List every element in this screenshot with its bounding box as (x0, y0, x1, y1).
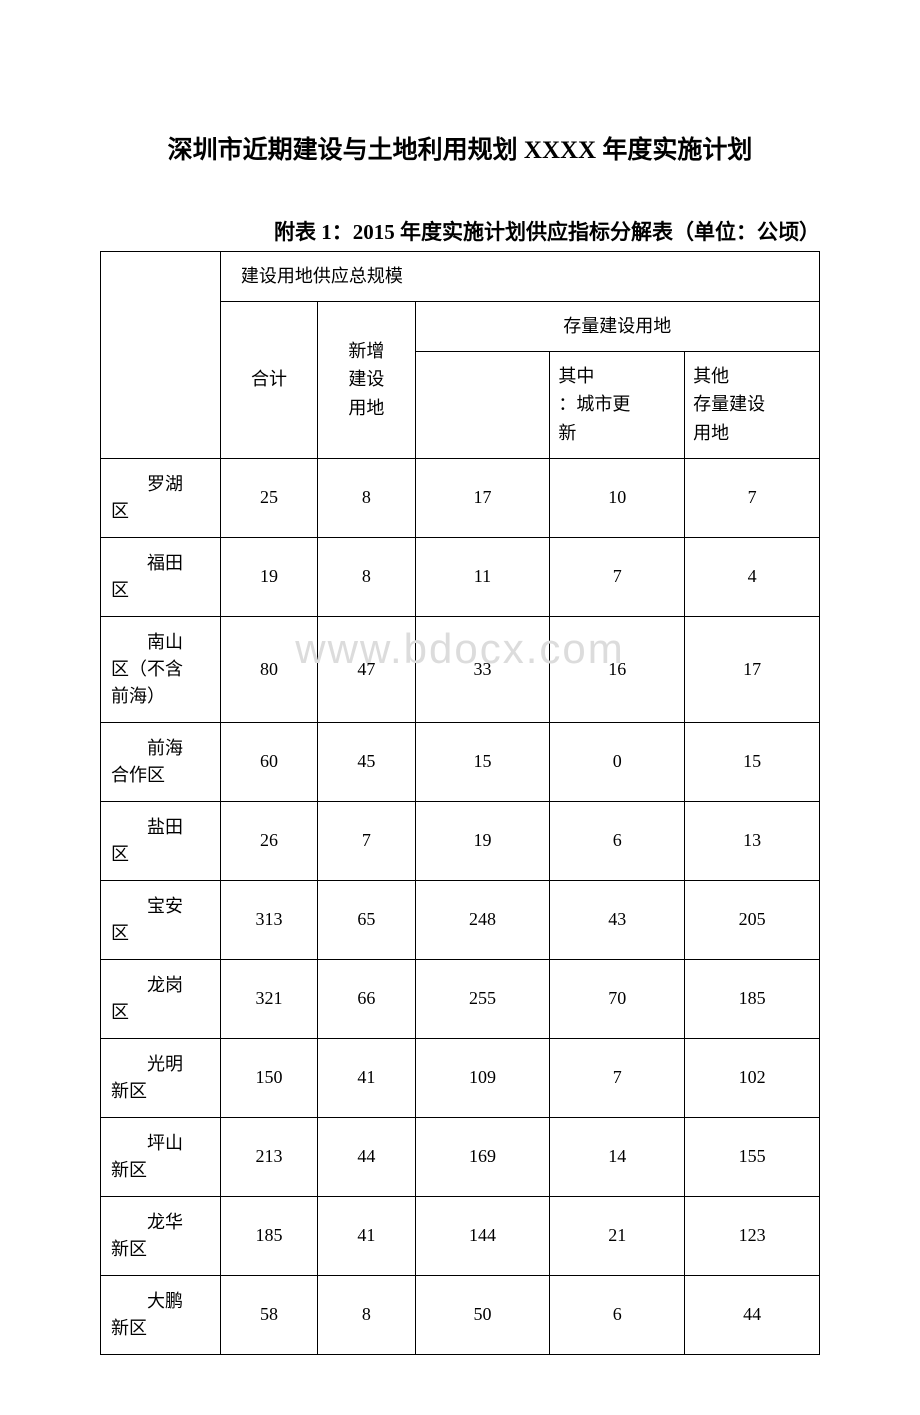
cell-cunliang: 50 (415, 1275, 550, 1354)
header-cunliang-sub (415, 351, 550, 458)
cell-qizhong: 70 (550, 959, 685, 1038)
cell-xinzeng: 7 (318, 801, 415, 880)
row-label: 坪山新区 (101, 1117, 221, 1196)
cell-xinzeng: 41 (318, 1196, 415, 1275)
cell-qita: 13 (685, 801, 820, 880)
cell-qizhong: 21 (550, 1196, 685, 1275)
cell-qita: 205 (685, 880, 820, 959)
header-qita: 其他存量建设用地 (685, 351, 820, 458)
cell-xinzeng: 65 (318, 880, 415, 959)
cell-qizhong: 6 (550, 1275, 685, 1354)
cell-cunliang: 255 (415, 959, 550, 1038)
cell-qita: 155 (685, 1117, 820, 1196)
header-qizhong: 其中：城市更新 (550, 351, 685, 458)
cell-qita: 44 (685, 1275, 820, 1354)
cell-cunliang: 15 (415, 722, 550, 801)
cell-heji: 321 (220, 959, 317, 1038)
cell-cunliang: 19 (415, 801, 550, 880)
table-row: 坪山新区2134416914155 (101, 1117, 820, 1196)
data-table: 建设用地供应总规模 合计 新增建设用地 存量建设用地 其中：城市更新 其他存量建… (100, 251, 820, 1355)
cell-xinzeng: 41 (318, 1038, 415, 1117)
table-row: 罗湖区25817107 (101, 458, 820, 537)
cell-heji: 213 (220, 1117, 317, 1196)
row-label: 盐田区 (101, 801, 221, 880)
cell-heji: 58 (220, 1275, 317, 1354)
cell-qita: 7 (685, 458, 820, 537)
table-row: 南山区（不含前海）8047331617 (101, 616, 820, 722)
cell-qizhong: 7 (550, 1038, 685, 1117)
cell-qizhong: 0 (550, 722, 685, 801)
cell-xinzeng: 44 (318, 1117, 415, 1196)
cell-heji: 19 (220, 537, 317, 616)
cell-xinzeng: 47 (318, 616, 415, 722)
row-label: 南山区（不含前海） (101, 616, 221, 722)
cell-heji: 313 (220, 880, 317, 959)
cell-qizhong: 10 (550, 458, 685, 537)
cell-heji: 60 (220, 722, 317, 801)
cell-qizhong: 43 (550, 880, 685, 959)
table-subtitle: 附表 1：2015 年度实施计划供应指标分解表（单位：公顷） (100, 216, 820, 246)
cell-qita: 102 (685, 1038, 820, 1117)
page-title: 深圳市近期建设与土地利用规划 XXXX 年度实施计划 (100, 130, 820, 166)
cell-xinzeng: 8 (318, 1275, 415, 1354)
header-xinzeng: 新增建设用地 (318, 301, 415, 458)
cell-cunliang: 11 (415, 537, 550, 616)
cell-qita: 4 (685, 537, 820, 616)
cell-cunliang: 248 (415, 880, 550, 959)
cell-xinzeng: 8 (318, 458, 415, 537)
cell-qita: 185 (685, 959, 820, 1038)
cell-heji: 80 (220, 616, 317, 722)
row-label: 大鹏新区 (101, 1275, 221, 1354)
row-label: 前海合作区 (101, 722, 221, 801)
table-row: 宝安区3136524843205 (101, 880, 820, 959)
cell-cunliang: 17 (415, 458, 550, 537)
header-empty (101, 252, 221, 459)
row-label: 龙岗区 (101, 959, 221, 1038)
row-label: 龙华新区 (101, 1196, 221, 1275)
table-row: 大鹏新区58850644 (101, 1275, 820, 1354)
cell-qizhong: 6 (550, 801, 685, 880)
row-label: 宝安区 (101, 880, 221, 959)
table-row: 龙岗区3216625570185 (101, 959, 820, 1038)
cell-qita: 123 (685, 1196, 820, 1275)
table-row: 福田区1981174 (101, 537, 820, 616)
cell-qita: 17 (685, 616, 820, 722)
cell-cunliang: 33 (415, 616, 550, 722)
cell-cunliang: 169 (415, 1117, 550, 1196)
cell-qizhong: 7 (550, 537, 685, 616)
cell-heji: 25 (220, 458, 317, 537)
header-cunliang: 存量建设用地 (415, 301, 819, 351)
cell-heji: 185 (220, 1196, 317, 1275)
header-heji: 合计 (220, 301, 317, 458)
cell-qita: 15 (685, 722, 820, 801)
header-top: 建设用地供应总规模 (220, 252, 819, 302)
cell-heji: 26 (220, 801, 317, 880)
cell-cunliang: 109 (415, 1038, 550, 1117)
cell-qizhong: 14 (550, 1117, 685, 1196)
table-row: 盐田区26719613 (101, 801, 820, 880)
cell-heji: 150 (220, 1038, 317, 1117)
row-label: 福田区 (101, 537, 221, 616)
table-row: 前海合作区604515015 (101, 722, 820, 801)
cell-xinzeng: 8 (318, 537, 415, 616)
cell-qizhong: 16 (550, 616, 685, 722)
row-label: 罗湖区 (101, 458, 221, 537)
cell-xinzeng: 45 (318, 722, 415, 801)
cell-cunliang: 144 (415, 1196, 550, 1275)
cell-xinzeng: 66 (318, 959, 415, 1038)
row-label: 光明新区 (101, 1038, 221, 1117)
table-row: 龙华新区1854114421123 (101, 1196, 820, 1275)
table-row: 光明新区150411097102 (101, 1038, 820, 1117)
